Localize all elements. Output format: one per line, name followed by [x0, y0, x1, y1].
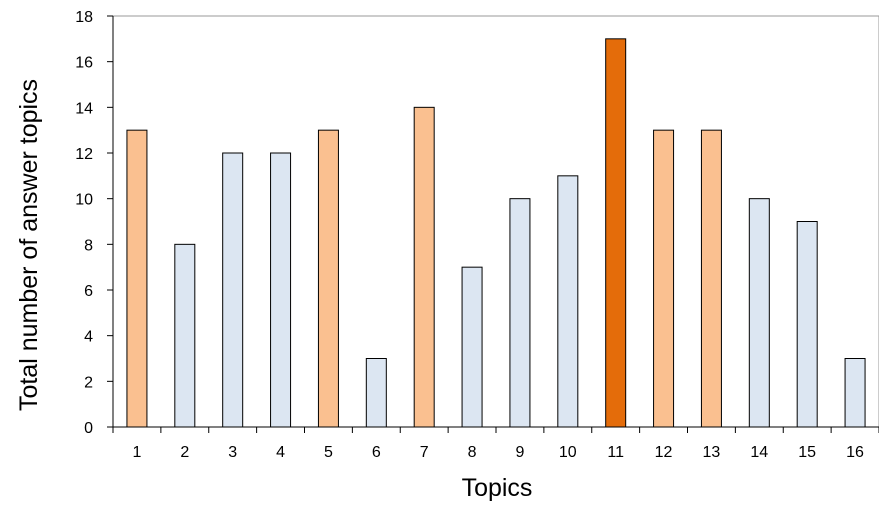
y-tick-label: 2	[84, 374, 93, 391]
x-tick-label: 2	[180, 444, 189, 461]
x-tick-label: 8	[468, 444, 477, 461]
y-tick-label: 10	[75, 192, 93, 209]
bar	[605, 38, 627, 428]
y-tick-label: 12	[75, 146, 93, 163]
y-tick-label: 0	[84, 420, 93, 437]
plot-frame	[113, 15, 879, 427]
x-tick-label: 7	[420, 444, 429, 461]
bar	[317, 129, 339, 428]
y-axis-label: Total number of answer topics	[15, 79, 43, 411]
bar	[653, 129, 675, 428]
bar	[509, 198, 531, 428]
x-tick-label: 16	[846, 444, 864, 461]
bar	[748, 198, 770, 428]
x-tick-label: 12	[655, 444, 673, 461]
x-tick-label: 15	[798, 444, 816, 461]
x-tick-label: 10	[559, 444, 577, 461]
bar	[126, 129, 148, 428]
x-tick-label: 1	[132, 444, 141, 461]
y-tick-label: 16	[75, 55, 93, 72]
x-tick-label: 13	[703, 444, 721, 461]
x-tick-label: 11	[607, 444, 624, 461]
bar	[365, 358, 387, 428]
x-axis-label: Topics	[462, 474, 533, 502]
y-tick-label: 18	[75, 9, 93, 26]
x-tick-label: 4	[276, 444, 285, 461]
bar	[461, 266, 483, 428]
x-tick-label: 6	[372, 444, 381, 461]
y-tick-label: 6	[84, 283, 93, 300]
y-tick-label: 8	[84, 237, 93, 254]
bar	[222, 152, 244, 428]
bar	[796, 221, 818, 428]
x-tick-label: 14	[750, 444, 768, 461]
y-tick-label: 4	[84, 329, 93, 346]
bar	[174, 243, 196, 428]
bar	[844, 358, 866, 428]
bar	[700, 129, 722, 428]
bar	[413, 106, 435, 428]
x-tick-label: 9	[515, 444, 524, 461]
bar	[270, 152, 292, 428]
bar	[557, 175, 579, 428]
y-tick-label: 14	[75, 100, 93, 117]
x-tick-label: 3	[228, 444, 237, 461]
x-tick-label: 5	[324, 444, 333, 461]
